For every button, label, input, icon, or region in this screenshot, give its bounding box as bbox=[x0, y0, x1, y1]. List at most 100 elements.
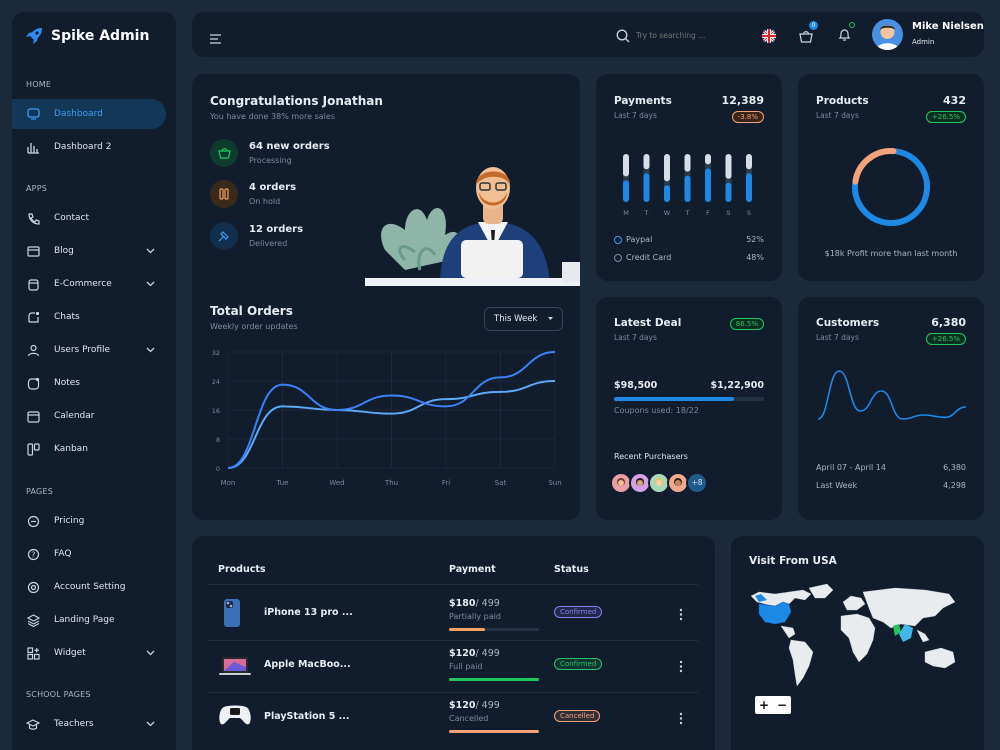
orders-card: Congratulations Jonathan You have done 3… bbox=[192, 74, 580, 520]
products-caption: $18k Profit more than last month bbox=[824, 249, 958, 258]
table-divider bbox=[208, 640, 698, 641]
sidebar-item-widget[interactable]: Widget bbox=[12, 638, 166, 668]
y-tick-label: 32 bbox=[212, 349, 220, 357]
more-vertical-icon[interactable] bbox=[679, 606, 683, 625]
sidebar-item-label: Notes bbox=[54, 378, 80, 388]
customers-title: Customers bbox=[816, 317, 880, 329]
zoom-out-button[interactable]: − bbox=[776, 698, 788, 712]
customers-period: Last 7 days bbox=[816, 333, 859, 342]
sidebar-item-label: Users Profile bbox=[54, 345, 111, 355]
pause-icon bbox=[210, 180, 238, 208]
x-tick-label: S bbox=[726, 209, 730, 217]
sidebar-item-pricing[interactable]: Pricing bbox=[12, 506, 166, 536]
sidebar-item-account-setting[interactable]: Account Setting bbox=[12, 572, 166, 602]
more-vertical-icon[interactable] bbox=[679, 658, 683, 677]
sidebar-item-ecommerce[interactable]: E-Commerce bbox=[12, 269, 166, 299]
y-tick-label: 16 bbox=[212, 407, 220, 415]
widget-icon bbox=[26, 646, 40, 660]
table-row[interactable]: Apple MacBoo... $120/ 499 Full paid Conf… bbox=[208, 642, 698, 690]
table-row[interactable]: iPhone 13 pro ... $180/ 499 Partially pa… bbox=[208, 590, 698, 638]
sidebar-item-kanban[interactable]: Kanban bbox=[12, 434, 166, 464]
payment-amount: $120/ 499 bbox=[449, 648, 500, 659]
app-logo[interactable]: Spike Admin bbox=[24, 26, 149, 46]
donut-slice bbox=[852, 148, 930, 226]
calendar-icon bbox=[26, 409, 40, 423]
product-name: iPhone 13 pro ... bbox=[264, 607, 353, 618]
search-box[interactable] bbox=[604, 22, 740, 48]
customers-change-badge: +26.5% bbox=[925, 333, 966, 345]
x-tick-label: F bbox=[706, 209, 710, 217]
section-pages: PAGES bbox=[26, 487, 53, 496]
sidebar-item-blog[interactable]: Blog bbox=[12, 236, 166, 266]
products-period: Last 7 days bbox=[816, 111, 859, 120]
sidebar-item-label: Landing Page bbox=[54, 615, 115, 625]
status-badge: Confirmed bbox=[554, 658, 603, 670]
bar bbox=[643, 173, 650, 202]
purchaser-avatar[interactable] bbox=[648, 472, 670, 494]
cart-icon[interactable] bbox=[799, 28, 813, 47]
bar-top bbox=[664, 154, 670, 182]
deal-progress-track bbox=[614, 397, 764, 401]
chart-bars-icon bbox=[26, 140, 40, 154]
status-badge: Cancelled bbox=[554, 710, 601, 722]
stat-value: 64 new orders bbox=[249, 141, 330, 152]
table-header-payment: Payment bbox=[449, 564, 496, 575]
notification-dot bbox=[849, 22, 855, 28]
payments-title: Payments bbox=[614, 95, 672, 107]
zoom-in-button[interactable]: + bbox=[758, 698, 770, 712]
congrats-subtitle: You have done 38% more sales bbox=[210, 112, 335, 121]
table-row[interactable]: PlayStation 5 ... $120/ 499 Cancelled Ca… bbox=[208, 694, 698, 742]
sidebar-item-chats[interactable]: Chats bbox=[12, 302, 166, 332]
menu-icon[interactable] bbox=[210, 29, 222, 48]
week-filter-select[interactable]: This Week bbox=[484, 307, 563, 331]
bar bbox=[705, 168, 711, 202]
layers-icon bbox=[26, 613, 40, 627]
help-icon: ? bbox=[26, 547, 40, 561]
x-tick-label: S bbox=[747, 209, 751, 217]
section-school-pages: SCHOOL PAGES bbox=[26, 690, 91, 699]
products-table-card: Products Payment Status iPhone 13 pro ..… bbox=[192, 536, 715, 750]
uk-flag-icon[interactable] bbox=[762, 28, 776, 47]
stat-label: Processing bbox=[249, 156, 292, 165]
avatar[interactable] bbox=[872, 19, 903, 50]
x-tick-label: T bbox=[644, 209, 649, 217]
products-donut-chart bbox=[852, 148, 930, 226]
sidebar-item-users-profile[interactable]: Users Profile bbox=[12, 335, 166, 365]
sidebar-item-dashboard[interactable]: Dashboard bbox=[12, 99, 166, 129]
visit-map-card: Visit From USA + − bbox=[731, 536, 984, 750]
section-apps: APPS bbox=[26, 184, 47, 193]
user-icon bbox=[26, 343, 40, 357]
sidebar-item-label: Widget bbox=[54, 648, 86, 658]
sidebar-item-faq[interactable]: ? FAQ bbox=[12, 539, 166, 569]
sidebar-item-label: E-Commerce bbox=[54, 279, 112, 289]
payment-progress-fill bbox=[449, 678, 539, 681]
purchaser-avatar[interactable] bbox=[610, 472, 632, 494]
search-input[interactable] bbox=[636, 28, 736, 42]
bell-icon[interactable] bbox=[838, 27, 851, 46]
payments-period: Last 7 days bbox=[614, 111, 657, 120]
sidebar-item-teachers[interactable]: Teachers bbox=[12, 709, 166, 739]
total-orders-subtitle: Weekly order updates bbox=[210, 322, 298, 331]
status-badge: Confirmed bbox=[554, 606, 603, 618]
sidebar-item-landing-page[interactable]: Landing Page bbox=[12, 605, 166, 635]
sidebar-item-notes[interactable]: Notes bbox=[12, 368, 166, 398]
cart-count-badge: 0 bbox=[809, 21, 818, 30]
sidebar-item-contact[interactable]: Contact bbox=[12, 203, 166, 233]
week-filter-value: This Week bbox=[494, 314, 538, 324]
note-icon bbox=[26, 376, 40, 390]
stat-value: 12 orders bbox=[249, 224, 304, 235]
more-vertical-icon[interactable] bbox=[679, 710, 683, 729]
congrats-title: Congratulations Jonathan bbox=[210, 94, 383, 108]
world-map[interactable] bbox=[745, 582, 971, 700]
playstation-controller-image bbox=[219, 705, 251, 725]
bar-top bbox=[684, 154, 691, 172]
more-purchasers-badge[interactable]: +8 bbox=[686, 472, 708, 494]
settings-icon bbox=[26, 580, 40, 594]
caret-down-icon bbox=[547, 308, 554, 339]
sidebar-item-calendar[interactable]: Calendar bbox=[12, 401, 166, 431]
sidebar-item-dashboard-2[interactable]: Dashboard 2 bbox=[12, 132, 166, 162]
table-header-products: Products bbox=[218, 564, 266, 575]
payment-progress-fill bbox=[449, 730, 539, 733]
monitor-icon bbox=[26, 107, 40, 121]
payments-value: 12,389 bbox=[721, 94, 764, 107]
